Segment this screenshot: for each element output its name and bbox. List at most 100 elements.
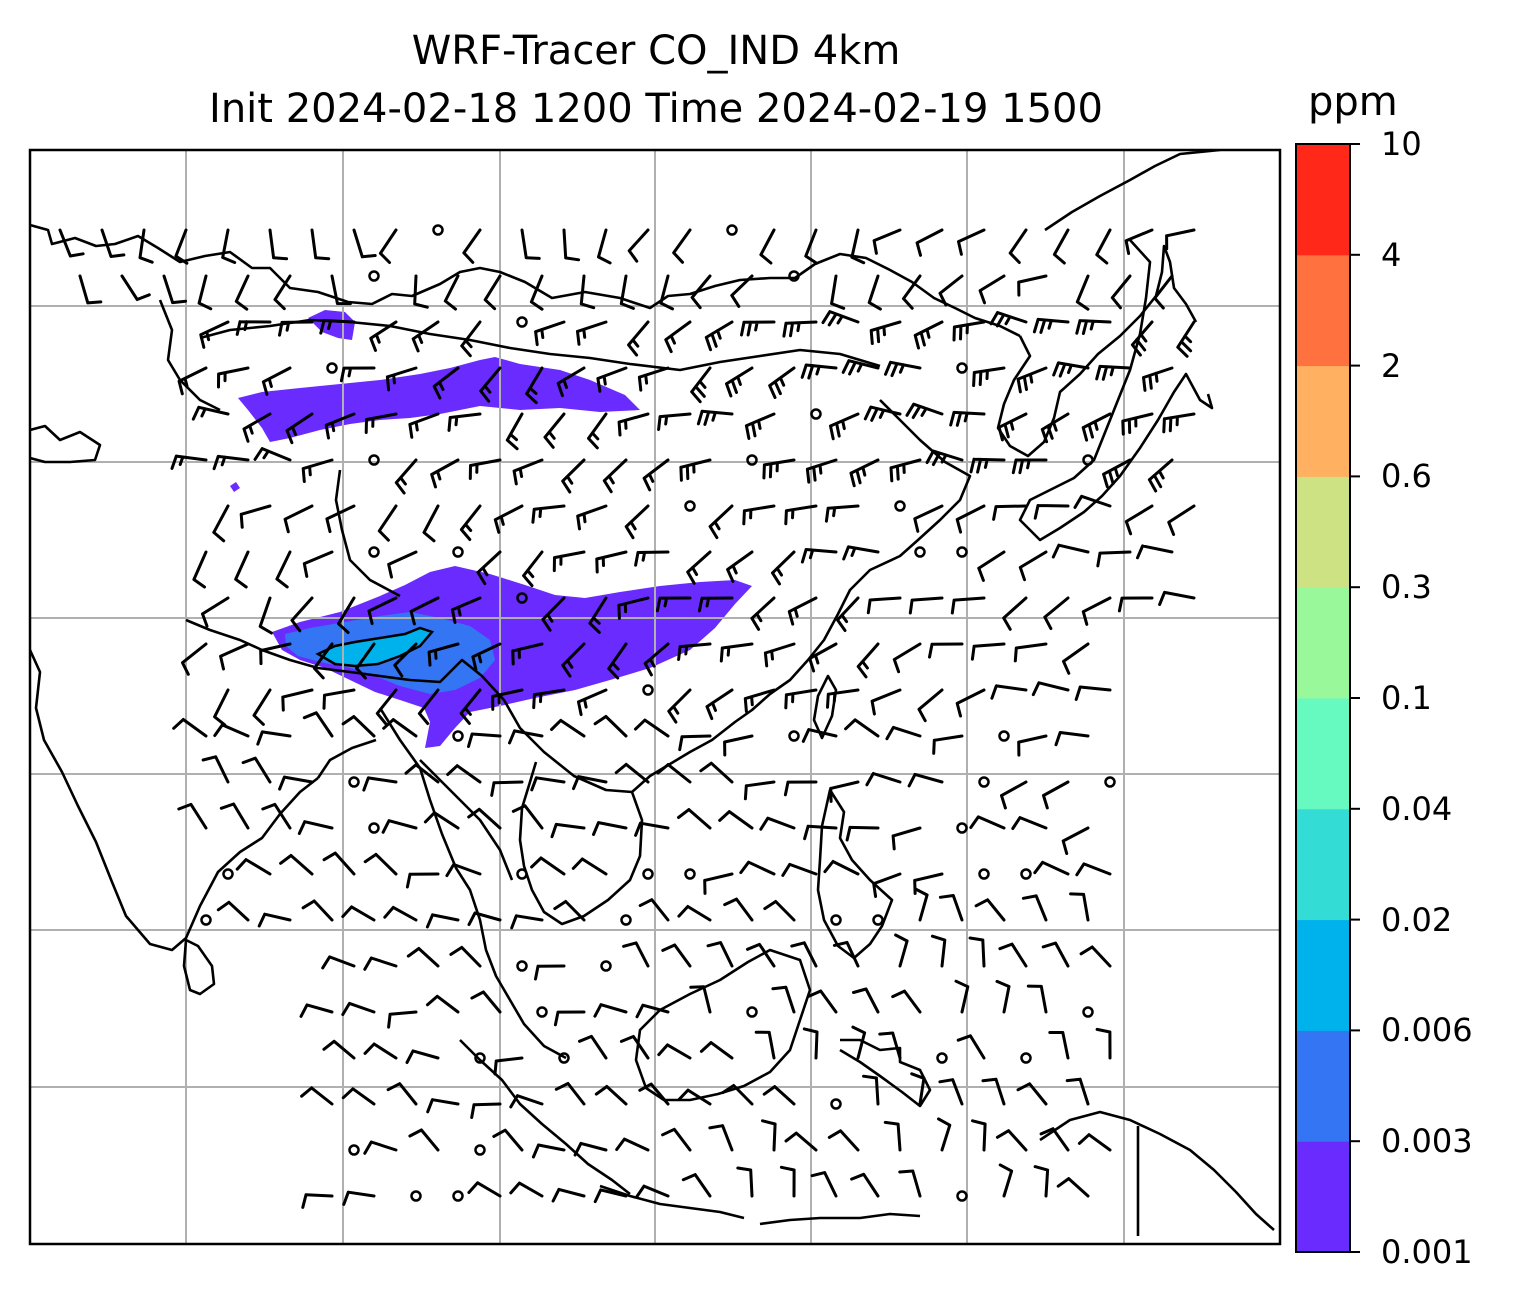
wind-barb [449, 945, 482, 968]
map-title-line2: Init 2024-02-18 1200 Time 2024-02-19 150… [209, 86, 1103, 132]
wind-barb [578, 1034, 608, 1060]
border-india-east [316, 738, 377, 779]
wind-barb [782, 320, 818, 338]
wind-barb [634, 550, 670, 567]
wind-barb [1000, 780, 1028, 810]
wind-barb [378, 228, 398, 264]
wind-barb [1147, 458, 1174, 493]
wind-barb [845, 825, 880, 842]
wind-barb [866, 596, 902, 615]
wind-barb [258, 596, 273, 635]
wind-barb [802, 1027, 819, 1060]
wind-barb [408, 412, 440, 439]
colorbar-segment [1296, 919, 1350, 1031]
wind-barb [937, 1117, 952, 1152]
wind-barb [771, 550, 796, 586]
wind-barb [867, 274, 882, 311]
wind-barb [531, 1143, 566, 1159]
calm-wind-circle [516, 316, 528, 328]
wind-barb [719, 642, 754, 663]
wind-barb [1051, 543, 1090, 559]
wind-barb [841, 359, 880, 376]
wind-barb [587, 412, 608, 450]
wind-barb [1124, 228, 1154, 255]
wind-barb [509, 1181, 544, 1198]
calm-wind-circle [810, 408, 822, 420]
wind-barb [525, 366, 544, 405]
calm-wind-circle [536, 1006, 548, 1018]
wind-barb [977, 550, 1006, 582]
wind-barb [956, 1034, 986, 1060]
wind-barb [1065, 1077, 1090, 1106]
wind-barb [800, 548, 838, 564]
wind-barb [579, 274, 596, 310]
wind-barb [907, 772, 944, 788]
wind-barb [324, 412, 356, 440]
wind-barb [234, 550, 250, 589]
wind-barb [181, 642, 208, 676]
wind-barb [322, 851, 356, 876]
wind-barb [1026, 984, 1048, 1014]
wind-barb [938, 1078, 964, 1106]
coastline-borneo [634, 948, 812, 1102]
wind-barb [571, 857, 608, 876]
wind-barb [697, 596, 734, 613]
wind-barb [551, 1187, 586, 1203]
wind-barb [562, 228, 581, 262]
wind-barb [978, 274, 1006, 305]
calm-wind-circle [326, 362, 338, 374]
calm-wind-circle [642, 868, 654, 880]
wind-barb [634, 718, 670, 738]
wind-barb [588, 596, 608, 634]
wind-barb [476, 550, 502, 586]
wind-barb [479, 366, 502, 403]
calm-wind-circle [474, 1052, 486, 1064]
wind-barb [664, 320, 692, 354]
calm-wind-circle [348, 1144, 360, 1156]
wind-barb [823, 860, 860, 876]
wind-barb [891, 989, 922, 1014]
wind-barb [1048, 1031, 1070, 1060]
wind-barb [577, 688, 608, 717]
wind-barb [430, 458, 460, 489]
wind-barb [404, 763, 440, 784]
wind-barb [505, 412, 524, 451]
wind-barb [177, 802, 208, 830]
wind-barb [261, 366, 292, 396]
coastline-sri-lanka [182, 938, 216, 996]
wind-barb [1017, 274, 1048, 297]
wind-barb [520, 228, 541, 260]
coastline-lesser-sunda [759, 1212, 921, 1226]
wind-barbs [58, 224, 1196, 1209]
wind-barb [387, 550, 418, 579]
calm-wind-circle [684, 868, 696, 880]
wind-barb [462, 228, 482, 264]
wind-barb [686, 550, 712, 585]
wind-barb [681, 1173, 712, 1198]
wind-barb [413, 274, 429, 309]
calm-wind-circle [956, 546, 968, 558]
wind-barb [836, 596, 860, 632]
wind-barb [889, 458, 922, 483]
coastline-china-east [631, 399, 972, 793]
wind-barb [883, 1120, 902, 1152]
wind-barb [522, 550, 544, 588]
coastline-indochina [378, 707, 567, 1060]
wind-barb [784, 1131, 818, 1152]
wind-barb [78, 274, 103, 305]
wind-barb [726, 550, 754, 583]
wind-barb [807, 989, 838, 1014]
wind-barb [1052, 228, 1070, 265]
wind-barb [617, 412, 650, 437]
wind-barb [1011, 458, 1048, 475]
wind-barb [1077, 1133, 1112, 1152]
wind-barb [363, 852, 398, 876]
wind-barb [364, 412, 398, 434]
colorbar-tick-label: 0.1 [1381, 679, 1432, 717]
wind-barb [771, 985, 796, 1014]
wind-barb [957, 228, 986, 256]
wind-barb [1033, 860, 1070, 876]
colorbar-segment [1296, 1030, 1350, 1142]
wind-barb [553, 900, 586, 922]
wind-barb [385, 366, 418, 392]
